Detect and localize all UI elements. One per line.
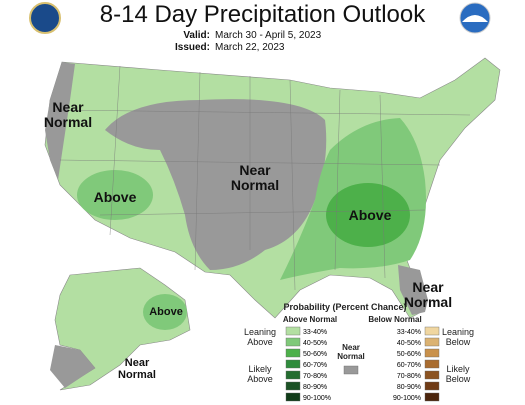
noaa-logo-gull bbox=[462, 15, 488, 22]
legend-bin: 70-80% bbox=[397, 373, 421, 380]
legend-bin: 40-50% bbox=[303, 340, 327, 347]
legend-bin: 80-90% bbox=[397, 384, 421, 391]
legend-swatch bbox=[424, 381, 440, 391]
map-label: Above bbox=[149, 306, 183, 318]
legend-swatch bbox=[285, 359, 301, 369]
map-label: Near Normal bbox=[118, 357, 156, 381]
legend-swatch bbox=[424, 326, 440, 336]
map-label: Near Normal bbox=[403, 279, 453, 310]
legend-group: Near Normal bbox=[337, 343, 365, 361]
legend-bin: 60-70% bbox=[397, 362, 421, 369]
legend-bin: 33-40% bbox=[397, 329, 421, 336]
legend-bin: 70-80% bbox=[303, 373, 327, 380]
legend-bin: 40-50% bbox=[397, 340, 421, 347]
legend-heading: Above Normal bbox=[282, 315, 338, 324]
map-label: Above bbox=[93, 189, 137, 205]
nevada-above bbox=[77, 170, 153, 220]
legend-bin: 80-90% bbox=[303, 384, 327, 391]
legend-swatch bbox=[285, 370, 301, 380]
legend-title: Probability (Percent Chance) bbox=[283, 302, 407, 312]
valid-dates: March 30 - April 5, 2023 bbox=[215, 30, 322, 41]
legend-swatch bbox=[285, 392, 301, 402]
legend-swatch bbox=[424, 392, 440, 402]
legend-swatch bbox=[424, 370, 440, 380]
map-label: Near Normal bbox=[230, 162, 280, 193]
legend-swatch bbox=[285, 326, 301, 336]
legend-heading: Below Normal bbox=[368, 315, 422, 324]
legend-bin: 50-60% bbox=[397, 351, 421, 358]
map-label: Near Normal bbox=[43, 99, 93, 130]
west-coast-near-normal bbox=[45, 62, 75, 180]
alaska-above bbox=[143, 294, 187, 330]
state-lines bbox=[54, 65, 471, 291]
legend-group: Likely Above bbox=[247, 364, 273, 384]
issued-label: Issued: bbox=[174, 42, 210, 53]
valid-label: Valid: bbox=[183, 30, 210, 41]
legend-swatch bbox=[285, 337, 301, 347]
map-label: Above bbox=[348, 207, 392, 223]
legend-bin: 33-40% bbox=[303, 329, 327, 336]
southeast-above-50 bbox=[326, 183, 410, 247]
legend-swatch bbox=[424, 348, 440, 358]
legend-swatch bbox=[285, 381, 301, 391]
legend-swatch bbox=[424, 359, 440, 369]
legend-bin: 90-100% bbox=[303, 395, 331, 402]
legend-bin: 50-60% bbox=[303, 351, 327, 358]
legend-swatch bbox=[285, 348, 301, 358]
legend-group: Leaning Above bbox=[243, 327, 277, 347]
legend: 33-40% 40-50% 50-60% 60-70% 70-80% 80-90% 90-1… bbox=[285, 326, 440, 402]
issued-date: March 22, 2023 bbox=[215, 42, 285, 53]
title: 8-14 Day Precipitation Outlook bbox=[99, 1, 426, 28]
doc-logo bbox=[29, 2, 61, 34]
legend-group: Leaning Below bbox=[441, 327, 475, 347]
legend-bin: 90-100% bbox=[393, 395, 421, 402]
central-near-normal bbox=[105, 99, 327, 271]
legend-group: Likely Below bbox=[445, 364, 471, 384]
florida-near-normal bbox=[398, 265, 428, 315]
legend-bin: 60-70% bbox=[303, 362, 327, 369]
legend-swatch bbox=[343, 365, 359, 375]
alaska-near-normal bbox=[50, 345, 95, 388]
legend-swatch bbox=[424, 337, 440, 347]
